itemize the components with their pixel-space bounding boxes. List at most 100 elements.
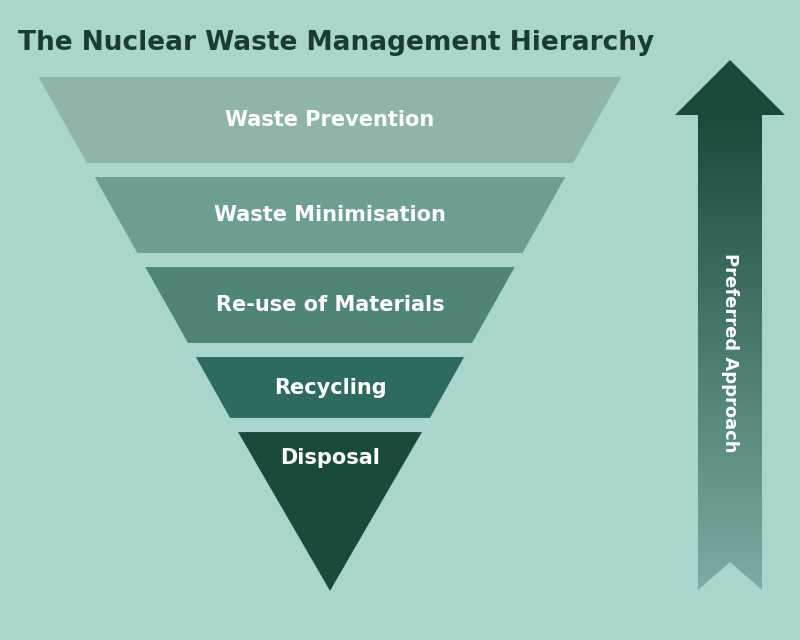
Polygon shape	[698, 140, 762, 143]
Polygon shape	[698, 546, 762, 549]
Polygon shape	[698, 353, 762, 356]
Polygon shape	[698, 302, 762, 305]
Polygon shape	[698, 564, 762, 568]
Text: Waste Minimisation: Waste Minimisation	[214, 205, 446, 225]
Polygon shape	[698, 463, 762, 467]
Polygon shape	[698, 483, 762, 486]
Polygon shape	[698, 574, 762, 577]
Polygon shape	[698, 568, 762, 571]
Polygon shape	[698, 504, 762, 508]
Polygon shape	[698, 340, 762, 343]
Polygon shape	[698, 330, 762, 333]
Polygon shape	[698, 200, 762, 204]
Polygon shape	[698, 308, 762, 311]
Polygon shape	[698, 524, 762, 527]
Polygon shape	[698, 552, 762, 555]
Polygon shape	[698, 236, 762, 239]
Polygon shape	[698, 435, 762, 438]
Polygon shape	[698, 239, 762, 242]
Polygon shape	[698, 381, 762, 384]
Polygon shape	[698, 317, 762, 321]
Polygon shape	[675, 60, 785, 115]
Polygon shape	[698, 431, 762, 435]
Polygon shape	[698, 260, 762, 264]
Polygon shape	[698, 451, 762, 454]
Polygon shape	[698, 489, 762, 492]
Polygon shape	[698, 501, 762, 504]
Polygon shape	[698, 394, 762, 397]
Polygon shape	[698, 365, 762, 369]
Polygon shape	[698, 359, 762, 362]
Polygon shape	[698, 429, 762, 431]
Polygon shape	[698, 362, 762, 365]
Polygon shape	[698, 153, 762, 156]
Polygon shape	[698, 166, 762, 169]
Polygon shape	[698, 147, 762, 150]
Text: Recycling: Recycling	[274, 378, 386, 397]
Polygon shape	[91, 175, 569, 255]
Polygon shape	[698, 426, 762, 429]
Polygon shape	[698, 530, 762, 533]
Polygon shape	[698, 248, 762, 251]
Polygon shape	[698, 470, 762, 473]
Polygon shape	[698, 584, 762, 587]
Polygon shape	[698, 292, 762, 296]
Polygon shape	[698, 549, 762, 552]
Polygon shape	[698, 413, 762, 416]
Polygon shape	[698, 210, 762, 213]
Polygon shape	[698, 580, 762, 584]
Polygon shape	[698, 197, 762, 200]
Text: The Nuclear Waste Management Hierarchy: The Nuclear Waste Management Hierarchy	[18, 30, 654, 56]
Polygon shape	[698, 447, 762, 451]
Polygon shape	[698, 349, 762, 353]
Polygon shape	[698, 283, 762, 286]
Polygon shape	[698, 543, 762, 546]
Polygon shape	[698, 191, 762, 194]
Polygon shape	[698, 422, 762, 426]
Polygon shape	[698, 207, 762, 210]
Polygon shape	[698, 327, 762, 330]
Polygon shape	[698, 540, 762, 543]
Polygon shape	[35, 75, 625, 165]
Polygon shape	[698, 384, 762, 387]
Polygon shape	[698, 536, 762, 540]
Polygon shape	[698, 476, 762, 479]
Polygon shape	[698, 251, 762, 254]
Polygon shape	[698, 188, 762, 191]
Polygon shape	[698, 495, 762, 498]
Polygon shape	[698, 299, 762, 302]
Polygon shape	[698, 561, 762, 564]
Polygon shape	[234, 430, 426, 595]
Polygon shape	[698, 520, 762, 524]
Polygon shape	[698, 270, 762, 273]
Polygon shape	[698, 406, 762, 410]
Polygon shape	[698, 558, 762, 561]
Polygon shape	[698, 245, 762, 248]
Polygon shape	[698, 289, 762, 292]
Polygon shape	[698, 390, 762, 394]
Polygon shape	[698, 473, 762, 476]
Polygon shape	[698, 226, 762, 229]
Polygon shape	[698, 400, 762, 403]
Polygon shape	[698, 371, 762, 374]
Polygon shape	[698, 419, 762, 422]
Polygon shape	[698, 416, 762, 419]
Polygon shape	[698, 286, 762, 289]
Polygon shape	[698, 577, 762, 580]
Polygon shape	[698, 127, 762, 131]
Polygon shape	[698, 179, 762, 182]
Polygon shape	[698, 562, 762, 590]
Polygon shape	[698, 486, 762, 489]
Polygon shape	[698, 444, 762, 447]
Polygon shape	[698, 533, 762, 536]
Polygon shape	[698, 457, 762, 460]
Polygon shape	[698, 460, 762, 463]
Polygon shape	[698, 527, 762, 530]
Polygon shape	[698, 125, 762, 127]
Polygon shape	[698, 264, 762, 267]
Polygon shape	[698, 216, 762, 220]
Polygon shape	[698, 387, 762, 390]
Polygon shape	[698, 213, 762, 216]
Polygon shape	[698, 410, 762, 413]
Polygon shape	[698, 223, 762, 226]
